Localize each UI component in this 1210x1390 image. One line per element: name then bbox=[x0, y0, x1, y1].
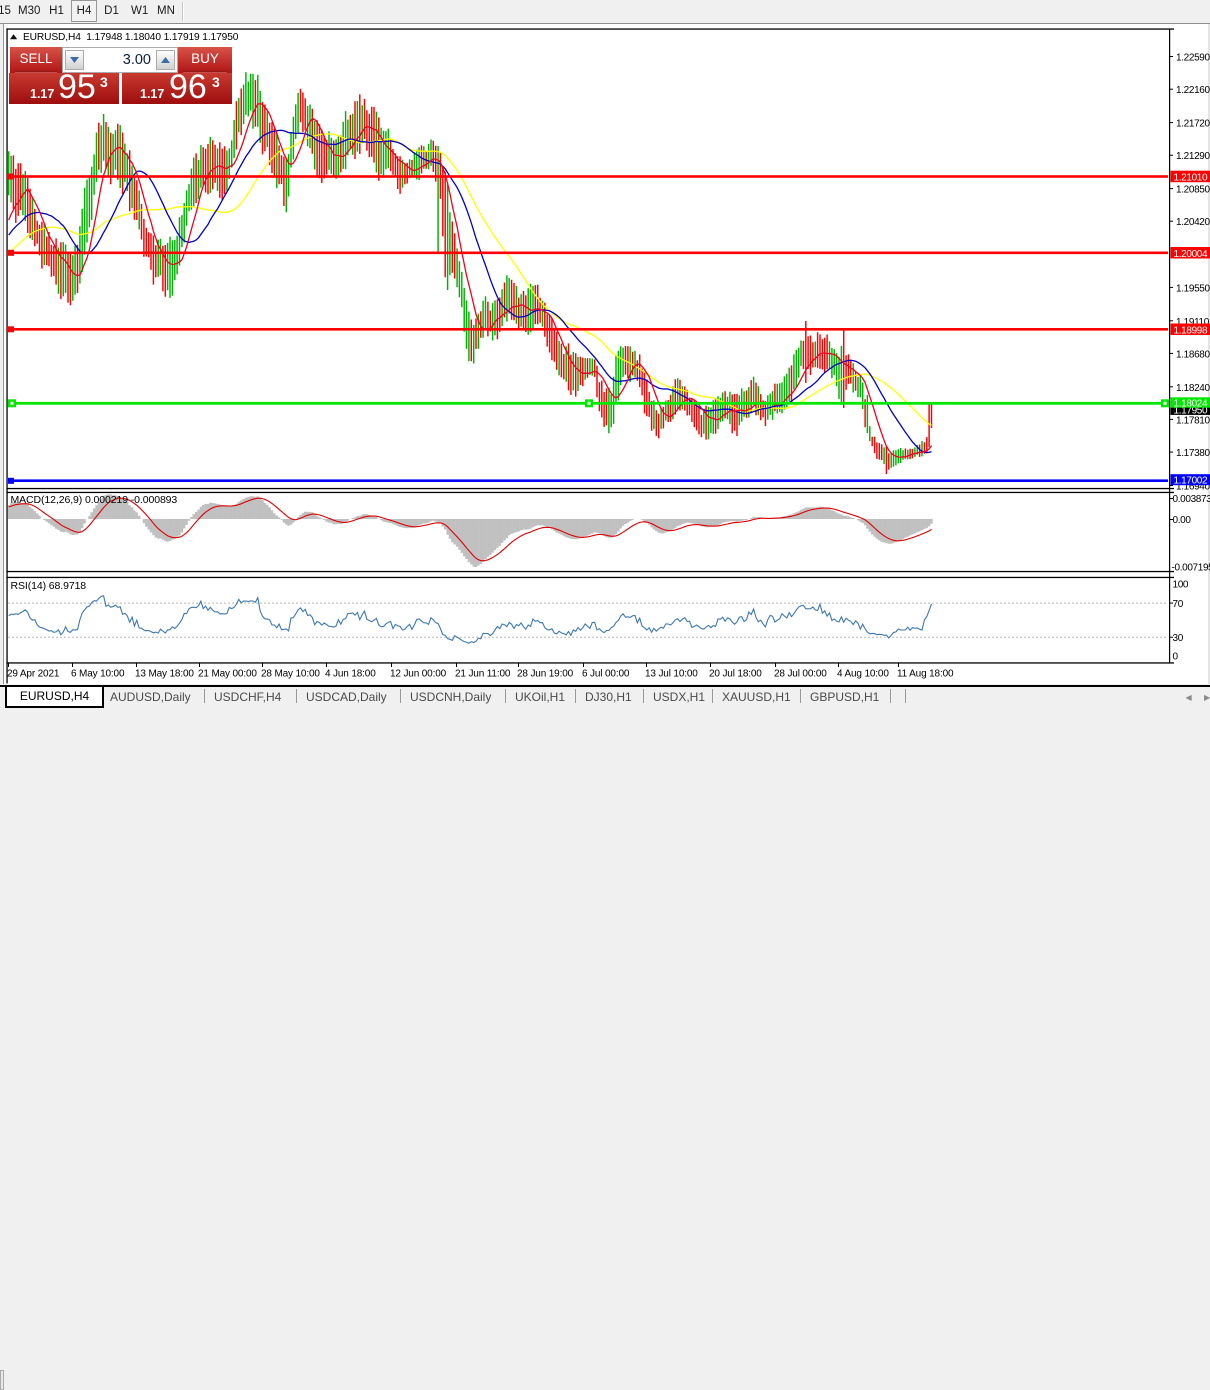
svg-text:29 Apr 2021: 29 Apr 2021 bbox=[7, 669, 60, 680]
svg-text:12 Jun 00:00: 12 Jun 00:00 bbox=[390, 669, 447, 680]
svg-text:13 Jul 10:00: 13 Jul 10:00 bbox=[645, 669, 698, 680]
svg-text:28 Jun 19:00: 28 Jun 19:00 bbox=[517, 669, 574, 680]
svg-text:11 Aug 18:00: 11 Aug 18:00 bbox=[897, 669, 954, 680]
svg-text:EURUSD,H4 1.17948 1.18040 1.1: EURUSD,H4 1.17948 1.18040 1.17919 1.1795… bbox=[23, 32, 239, 43]
svg-text:1.17380: 1.17380 bbox=[1176, 448, 1210, 459]
svg-text:1.18024: 1.18024 bbox=[1174, 398, 1208, 409]
svg-text:-0.007195: -0.007195 bbox=[1172, 563, 1210, 574]
svg-text:21 May 00:00: 21 May 00:00 bbox=[198, 669, 257, 680]
svg-text:0.00: 0.00 bbox=[1173, 515, 1192, 526]
svg-text:21 Jun 11:00: 21 Jun 11:00 bbox=[455, 669, 511, 680]
svg-text:1.20850: 1.20850 bbox=[1176, 185, 1210, 196]
svg-text:4 Jun 18:00: 4 Jun 18:00 bbox=[325, 669, 376, 680]
svg-text:28 Jul 00:00: 28 Jul 00:00 bbox=[774, 669, 827, 680]
svg-text:0.003873: 0.003873 bbox=[1173, 494, 1210, 505]
svg-text:1.21010: 1.21010 bbox=[1174, 173, 1208, 184]
svg-text:6 May 10:00: 6 May 10:00 bbox=[71, 669, 125, 680]
svg-text:1.22160: 1.22160 bbox=[1176, 85, 1210, 96]
svg-text:RSI(14) 68.9718: RSI(14) 68.9718 bbox=[11, 580, 87, 592]
svg-text:0: 0 bbox=[1173, 651, 1179, 662]
svg-text:1.21720: 1.21720 bbox=[1176, 119, 1210, 130]
svg-text:1.18240: 1.18240 bbox=[1176, 383, 1210, 394]
svg-text:1.21290: 1.21290 bbox=[1176, 151, 1210, 162]
svg-text:20 Jul 18:00: 20 Jul 18:00 bbox=[709, 669, 762, 680]
svg-text:1.22590: 1.22590 bbox=[1176, 53, 1210, 64]
svg-text:1.18998: 1.18998 bbox=[1174, 325, 1208, 336]
svg-text:1.17002: 1.17002 bbox=[1174, 476, 1208, 487]
svg-text:28 May 10:00: 28 May 10:00 bbox=[261, 669, 320, 680]
svg-text:1.17810: 1.17810 bbox=[1176, 415, 1210, 426]
svg-text:6 Jul 00:00: 6 Jul 00:00 bbox=[582, 669, 630, 680]
svg-text:70: 70 bbox=[1173, 599, 1184, 610]
svg-text:100: 100 bbox=[1173, 580, 1189, 591]
svg-text:30: 30 bbox=[1173, 633, 1184, 644]
svg-text:1.20420: 1.20420 bbox=[1176, 217, 1210, 228]
svg-text:13 May 18:00: 13 May 18:00 bbox=[135, 669, 194, 680]
svg-text:1.18680: 1.18680 bbox=[1176, 349, 1210, 360]
svg-text:1.19550: 1.19550 bbox=[1176, 283, 1210, 294]
svg-text:4 Aug 10:00: 4 Aug 10:00 bbox=[837, 669, 889, 680]
svg-text:1.20004: 1.20004 bbox=[1174, 249, 1208, 260]
svg-text:MACD(12,26,9) 0.000219 -0.0008: MACD(12,26,9) 0.000219 -0.000893 bbox=[11, 494, 178, 506]
